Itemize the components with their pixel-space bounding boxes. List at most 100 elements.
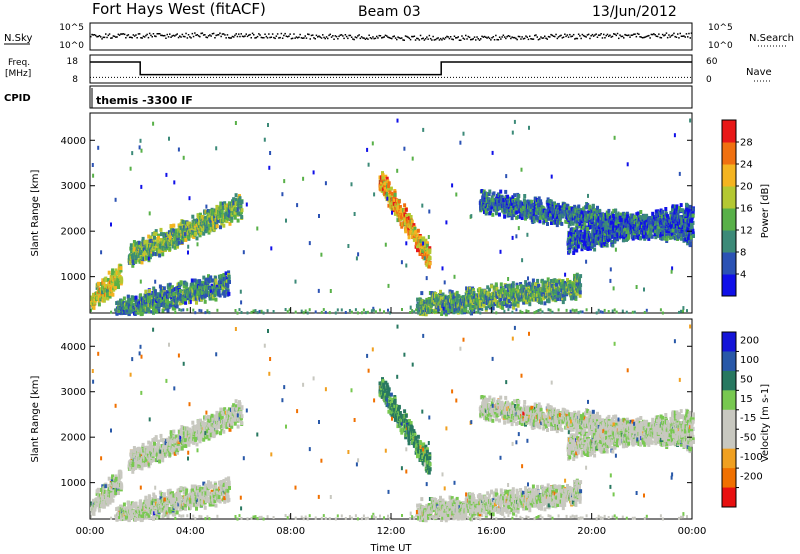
noise-point [423, 39, 426, 41]
noise-point [216, 34, 219, 36]
noise-point [623, 37, 625, 39]
power-cell [464, 302, 468, 307]
power-cell [596, 205, 599, 210]
noise-point [678, 37, 680, 39]
power-cell [233, 213, 237, 218]
noise-point [626, 34, 629, 37]
noise-point [243, 35, 245, 38]
power-cell [484, 306, 488, 311]
power-cell [499, 282, 503, 287]
power-cell [559, 206, 563, 210]
power-cell [536, 278, 540, 283]
noise-point [526, 36, 528, 38]
noise-point [174, 35, 176, 37]
power-cell [459, 295, 463, 300]
noise-point [547, 35, 550, 38]
power-cell [120, 278, 124, 283]
power-cell [543, 280, 547, 285]
power-cell [383, 181, 387, 186]
noise-point [683, 35, 685, 37]
power-cell [233, 215, 237, 220]
power-cell [440, 308, 444, 313]
power-cell [474, 301, 478, 306]
noise-point [194, 32, 196, 34]
noise-point [397, 36, 399, 38]
noise-point [325, 36, 328, 38]
noise-point [151, 36, 153, 38]
noise-point [448, 37, 451, 40]
noise-point [483, 35, 486, 38]
power-cell [561, 300, 565, 305]
power-cell [449, 304, 452, 309]
noise-point [192, 35, 195, 38]
noise-point [398, 37, 400, 39]
power-cell [234, 193, 238, 198]
power-cell [496, 303, 500, 308]
noise-point [473, 36, 476, 38]
noise-point [181, 33, 184, 36]
noise-point [253, 34, 255, 36]
power-cell [504, 289, 507, 294]
power-cell [551, 201, 555, 206]
power-cell [133, 312, 137, 316]
noise-point [532, 38, 535, 40]
noise-point [645, 35, 648, 38]
power-cell [111, 292, 115, 297]
power-cell [420, 243, 424, 247]
power-cell [533, 196, 537, 201]
power-cell [422, 243, 426, 248]
power-cell [122, 296, 126, 301]
power-cell [201, 283, 205, 288]
power-cell [568, 279, 572, 284]
power-cell [107, 270, 111, 275]
power-cell [381, 173, 385, 178]
power-cell [480, 189, 484, 193]
power-cell [468, 286, 472, 291]
power-cell [213, 293, 217, 298]
power-cell [154, 241, 158, 246]
power-cell [515, 210, 519, 215]
noise-point [199, 35, 201, 38]
power-cell [574, 296, 578, 301]
noise-point [235, 33, 237, 35]
noise-point [424, 38, 427, 40]
noise-point [536, 36, 538, 38]
power-cell [561, 284, 565, 289]
noise-point [335, 35, 338, 38]
noise-point [92, 34, 94, 36]
power-cell [524, 283, 528, 288]
power-cell [133, 252, 137, 257]
noise-point [160, 34, 162, 37]
power-cell [157, 307, 161, 312]
power-cell [557, 219, 561, 224]
power-cell [492, 288, 496, 293]
power-cell [503, 298, 507, 303]
noise-point [276, 33, 279, 35]
noise-point [228, 36, 230, 39]
noise-point [621, 35, 624, 38]
noise-point [673, 32, 675, 35]
power-cell [578, 222, 582, 226]
power-cell [169, 303, 172, 308]
power-cell [209, 227, 213, 232]
power-cell [202, 275, 206, 280]
power-cell [93, 300, 97, 305]
noise-point [561, 37, 564, 39]
power-cell [178, 301, 182, 306]
power-cell [102, 279, 106, 284]
power-cell [575, 291, 579, 296]
power-cell [149, 238, 153, 243]
power-cell [553, 201, 556, 206]
noise-point [611, 35, 614, 38]
power-cell [611, 211, 615, 216]
power-cell [103, 283, 107, 288]
power-cell [555, 216, 559, 221]
power-cell [585, 205, 589, 210]
noise-point [525, 35, 527, 37]
power-cell [414, 238, 418, 243]
power-cell [422, 236, 426, 241]
power-cell [595, 209, 599, 214]
noise-point [663, 34, 665, 37]
noise-point [417, 37, 419, 40]
noise-point [539, 38, 541, 40]
